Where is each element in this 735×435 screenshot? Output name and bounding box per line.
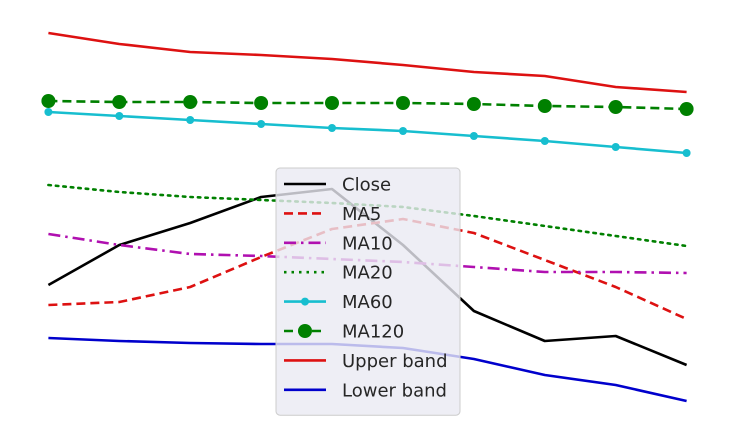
data-point-ma120 xyxy=(112,95,127,109)
legend-entry-ma60: MA60 xyxy=(284,292,393,313)
data-point-ma60 xyxy=(682,149,691,157)
legend-label: MA60 xyxy=(342,292,393,313)
legend-label: Upper band xyxy=(342,351,448,372)
legend-entry-ma120: MA120 xyxy=(284,322,404,343)
legend: Close MA5 MA10 MA20 MA60 MA120 Upper band Lower… xyxy=(275,167,461,416)
legend-marker xyxy=(298,324,312,338)
data-point-ma60 xyxy=(399,127,407,135)
series-ma5 xyxy=(48,217,688,321)
data-point-ma120 xyxy=(396,96,410,110)
legend-label: MA10 xyxy=(342,233,393,254)
series-ma60 xyxy=(44,108,691,157)
legend-label: Close xyxy=(342,175,391,196)
data-point-ma60 xyxy=(186,116,195,124)
data-point-ma60 xyxy=(115,112,124,120)
legend-entry-close: Close xyxy=(284,175,391,196)
legend-entry-ma20: MA20 xyxy=(284,263,393,284)
data-point-ma60 xyxy=(540,137,549,145)
series-line-ma120 xyxy=(48,99,687,111)
data-point-ma120 xyxy=(679,102,694,116)
data-point-ma120 xyxy=(41,94,56,108)
data-point-ma60 xyxy=(328,124,336,132)
legend-entry-lower-band: Lower band xyxy=(284,380,447,401)
data-point-ma120 xyxy=(537,99,552,113)
data-point-ma120 xyxy=(183,95,198,109)
legend-entry-upper-band: Upper band xyxy=(284,351,448,372)
legend-box xyxy=(275,167,461,416)
series-line-upper-band xyxy=(48,31,687,94)
legend-entry-ma10: MA10 xyxy=(284,233,393,254)
legend-entry-ma5: MA5 xyxy=(284,204,381,225)
legend-label: MA5 xyxy=(342,204,381,225)
legend-label: Lower band xyxy=(342,380,447,401)
data-point-ma120 xyxy=(466,97,481,111)
series-line-ma60 xyxy=(48,110,687,155)
data-point-ma120 xyxy=(608,100,623,114)
data-point-ma120 xyxy=(325,96,339,110)
legend-marker xyxy=(301,297,309,306)
legend-items: Close MA5 MA10 MA20 MA60 MA120 Upper band Lower… xyxy=(284,175,448,401)
legend-label: MA120 xyxy=(342,322,404,343)
data-point-ma60 xyxy=(257,120,266,128)
series-line-ma5 xyxy=(48,217,688,321)
series-upper-band xyxy=(48,31,687,94)
series-ma20 xyxy=(47,183,688,248)
series-line-ma20 xyxy=(47,183,688,248)
data-point-ma60 xyxy=(44,108,53,116)
data-point-ma60 xyxy=(469,132,478,140)
series-ma120 xyxy=(41,94,694,116)
data-point-ma60 xyxy=(611,143,620,151)
legend-label: MA20 xyxy=(342,263,393,284)
data-point-ma120 xyxy=(254,96,269,110)
